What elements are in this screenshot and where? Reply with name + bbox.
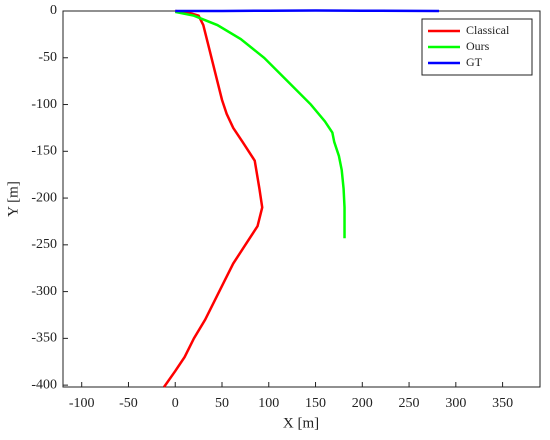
- x-tick-label: 50: [215, 396, 229, 411]
- series-line: [174, 10, 346, 239]
- x-tick-label: 250: [399, 396, 420, 411]
- series-line: [162, 9, 264, 388]
- x-axis-title: X [m]: [283, 415, 319, 431]
- y-tick-label: -250: [31, 237, 57, 252]
- x-tick-label: -100: [69, 396, 95, 411]
- y-tick-label: 0: [50, 3, 57, 18]
- legend-label: Classical: [466, 23, 510, 37]
- x-tick-label: 150: [305, 396, 326, 411]
- y-tick-label: -300: [31, 284, 57, 299]
- x-tick-label: 300: [445, 396, 466, 411]
- x-tick-label: -50: [119, 396, 138, 411]
- y-tick-label: -400: [31, 377, 57, 392]
- y-tick-label: -150: [31, 144, 57, 159]
- y-tick-label: -350: [31, 331, 57, 346]
- y-tick-label: -50: [38, 50, 57, 65]
- x-tick-label: 100: [258, 396, 279, 411]
- x-tick-label: 200: [352, 396, 373, 411]
- legend-label: GT: [466, 55, 483, 69]
- x-tick-label: 350: [492, 396, 513, 411]
- y-tick-label: -100: [31, 97, 57, 112]
- x-tick-label: 0: [172, 396, 179, 411]
- legend-label: Ours: [466, 39, 490, 53]
- y-tick-label: -200: [31, 190, 57, 205]
- y-axis-title: Y [m]: [5, 181, 21, 217]
